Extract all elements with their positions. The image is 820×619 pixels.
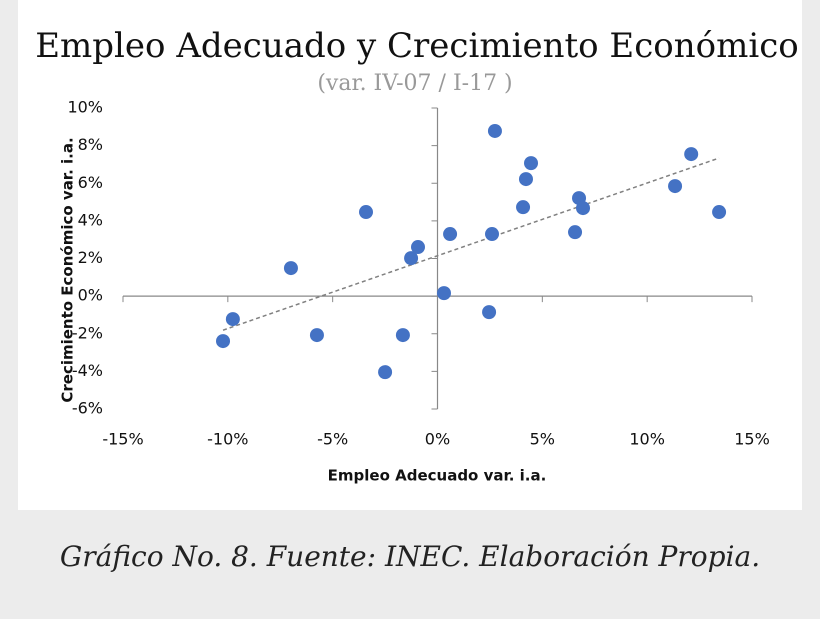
- point: [411, 240, 426, 255]
- point: [485, 227, 500, 242]
- chart: Empleo Adecuado y Crecimiento Económico …: [18, 0, 802, 510]
- y-tick-label: 8%: [78, 135, 103, 154]
- y-axis-label: Crecimiento Económico var. i.a.: [59, 137, 77, 402]
- point: [436, 286, 451, 301]
- x-tick-label: -15%: [102, 430, 143, 449]
- point: [404, 251, 419, 266]
- chart-title: Empleo Adecuado y Crecimiento Económico: [35, 26, 799, 66]
- caption: Gráfico No. 8. Fuente: INEC. Elaboración…: [59, 540, 761, 573]
- point: [668, 179, 683, 194]
- point: [283, 261, 298, 276]
- point: [225, 312, 240, 327]
- x-tick-label: 5%: [530, 430, 555, 449]
- y-tick-label: -6%: [72, 399, 103, 418]
- point: [359, 205, 374, 220]
- point: [576, 201, 591, 216]
- x-tick-label: 10%: [629, 430, 665, 449]
- point: [568, 225, 583, 240]
- y-tick-label: 6%: [78, 173, 103, 192]
- x-tick-label: 15%: [734, 430, 770, 449]
- point: [443, 227, 458, 242]
- point: [395, 328, 410, 343]
- x-tick-label: -5%: [317, 430, 348, 449]
- point: [518, 172, 533, 187]
- point: [482, 305, 497, 320]
- x-tick-label: -10%: [207, 430, 248, 449]
- y-tick-label: 0%: [78, 286, 103, 305]
- point: [684, 147, 699, 162]
- point: [378, 365, 393, 380]
- y-tick-label: 10%: [67, 98, 103, 117]
- y-tick-label: 4%: [78, 210, 103, 229]
- y-tick-label: -2%: [72, 323, 103, 342]
- x-tick-label: 0%: [425, 430, 450, 449]
- x-axis-label: Empleo Adecuado var. i.a.: [328, 467, 547, 485]
- point: [216, 334, 231, 349]
- point: [516, 200, 531, 215]
- chart-subtitle: (var. IV-07 / I-17 ): [317, 71, 512, 96]
- point: [309, 328, 324, 343]
- point: [487, 123, 502, 138]
- point: [712, 205, 727, 220]
- trendline: [222, 157, 720, 331]
- y-tick-label: -4%: [72, 361, 103, 380]
- y-tick-label: 2%: [78, 248, 103, 267]
- point: [524, 156, 539, 171]
